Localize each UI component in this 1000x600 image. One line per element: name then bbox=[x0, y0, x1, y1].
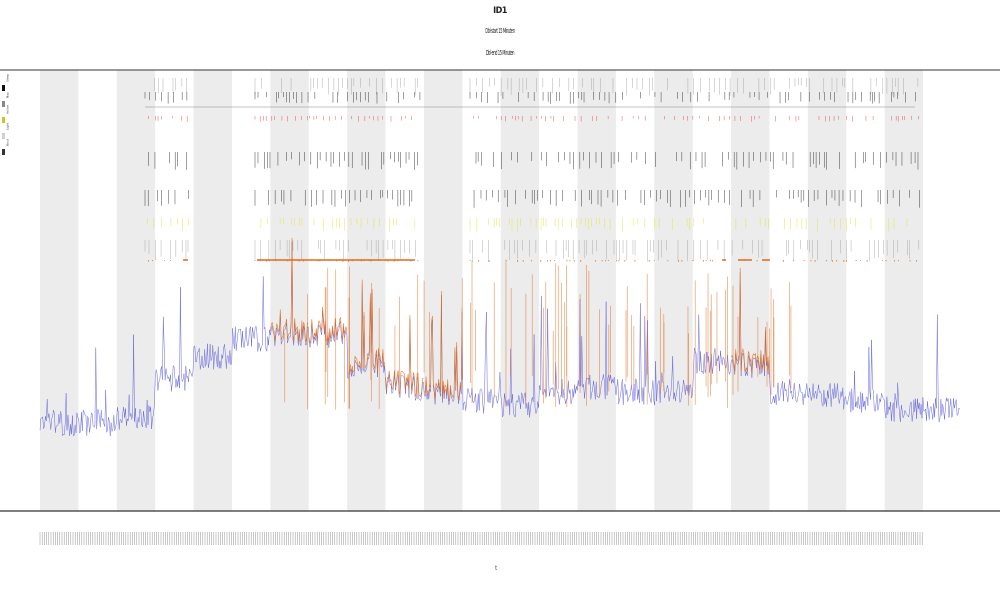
activity-high-line bbox=[270, 237, 309, 342]
legend-swatch-active bbox=[2, 117, 5, 123]
legend-label-bout: Bout bbox=[6, 139, 10, 146]
activity-high-line bbox=[730, 267, 770, 374]
day-band bbox=[500, 70, 540, 511]
chart-subtitle-2: Dbl-end 15 Minuten bbox=[485, 49, 515, 57]
day-band bbox=[731, 70, 770, 511]
day-band bbox=[193, 70, 232, 511]
activity-high-line bbox=[347, 279, 385, 375]
activity-high-line bbox=[424, 290, 463, 402]
chart-subtitle-1: Dbl-start 15 Minuten bbox=[485, 27, 515, 35]
legend-item-active: Active bbox=[2, 105, 16, 128]
legend: Sleep Nap Active Light Bout bbox=[2, 74, 16, 160]
chart-title: ID1 bbox=[493, 6, 507, 16]
activity-high-line bbox=[385, 315, 424, 398]
legend-item-light: Light bbox=[2, 123, 16, 144]
legend-label-nap: Nap bbox=[6, 92, 10, 98]
day-band bbox=[40, 70, 79, 511]
day-band bbox=[347, 70, 386, 511]
day-band bbox=[654, 70, 693, 511]
legend-label-active: Active bbox=[6, 104, 10, 114]
day-band bbox=[423, 70, 463, 511]
legend-swatch-bout bbox=[2, 149, 5, 155]
activity-line bbox=[39, 241, 961, 437]
day-band bbox=[270, 70, 309, 511]
legend-item-nap: Nap bbox=[2, 92, 16, 112]
x-axis-label: t bbox=[495, 565, 498, 572]
legend-swatch-light bbox=[2, 133, 5, 139]
day-band bbox=[807, 70, 847, 511]
legend-label-sleep: Sleep bbox=[6, 73, 10, 82]
legend-item-sleep: Sleep bbox=[2, 74, 16, 96]
day-band bbox=[884, 70, 923, 511]
legend-swatch-sleep bbox=[2, 85, 5, 91]
legend-item-bout: Bout bbox=[2, 139, 16, 160]
day-band bbox=[116, 70, 156, 511]
day-band bbox=[577, 70, 616, 511]
legend-label-light: Light bbox=[6, 122, 10, 130]
legend-swatch-nap bbox=[2, 101, 5, 107]
